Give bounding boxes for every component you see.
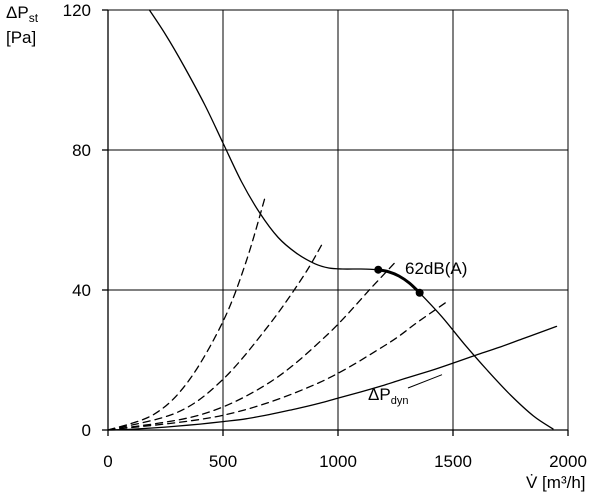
y-tick-label: 120 bbox=[63, 1, 91, 20]
x-tick-label: 500 bbox=[209, 452, 237, 471]
y-axis-title: ΔPst bbox=[6, 3, 39, 25]
y-axis-unit: [Pa] bbox=[6, 28, 36, 47]
system-curve-dashed-5 bbox=[107, 243, 323, 431]
system-curve-dashed-6 bbox=[107, 261, 397, 431]
y-tick-label: 80 bbox=[72, 141, 91, 160]
operating-point-1 bbox=[415, 288, 424, 297]
y-tick-label: 0 bbox=[82, 421, 91, 440]
x-tick-label: 2000 bbox=[549, 452, 587, 471]
dyn-leader-line bbox=[407, 374, 443, 389]
x-axis-title: V̇ [m³/h] bbox=[526, 473, 586, 492]
dynamic-pressure-label: ΔPdyn bbox=[368, 385, 408, 407]
series-line-0 bbox=[148, 9, 379, 271]
dynamic-pressure-line bbox=[107, 325, 558, 431]
x-tick-label: 1500 bbox=[434, 452, 472, 471]
operating-point-0 bbox=[374, 265, 383, 274]
x-tick-label: 0 bbox=[103, 452, 112, 471]
system-curve-dashed-7 bbox=[107, 301, 447, 431]
series-line-2 bbox=[418, 292, 554, 430]
system-curve-dashed-4 bbox=[107, 194, 267, 431]
noise-level-label: 62dB(A) bbox=[405, 259, 467, 278]
x-tick-label: 1000 bbox=[319, 452, 357, 471]
operating-range-line bbox=[376, 268, 422, 295]
y-tick-label: 40 bbox=[72, 281, 91, 300]
